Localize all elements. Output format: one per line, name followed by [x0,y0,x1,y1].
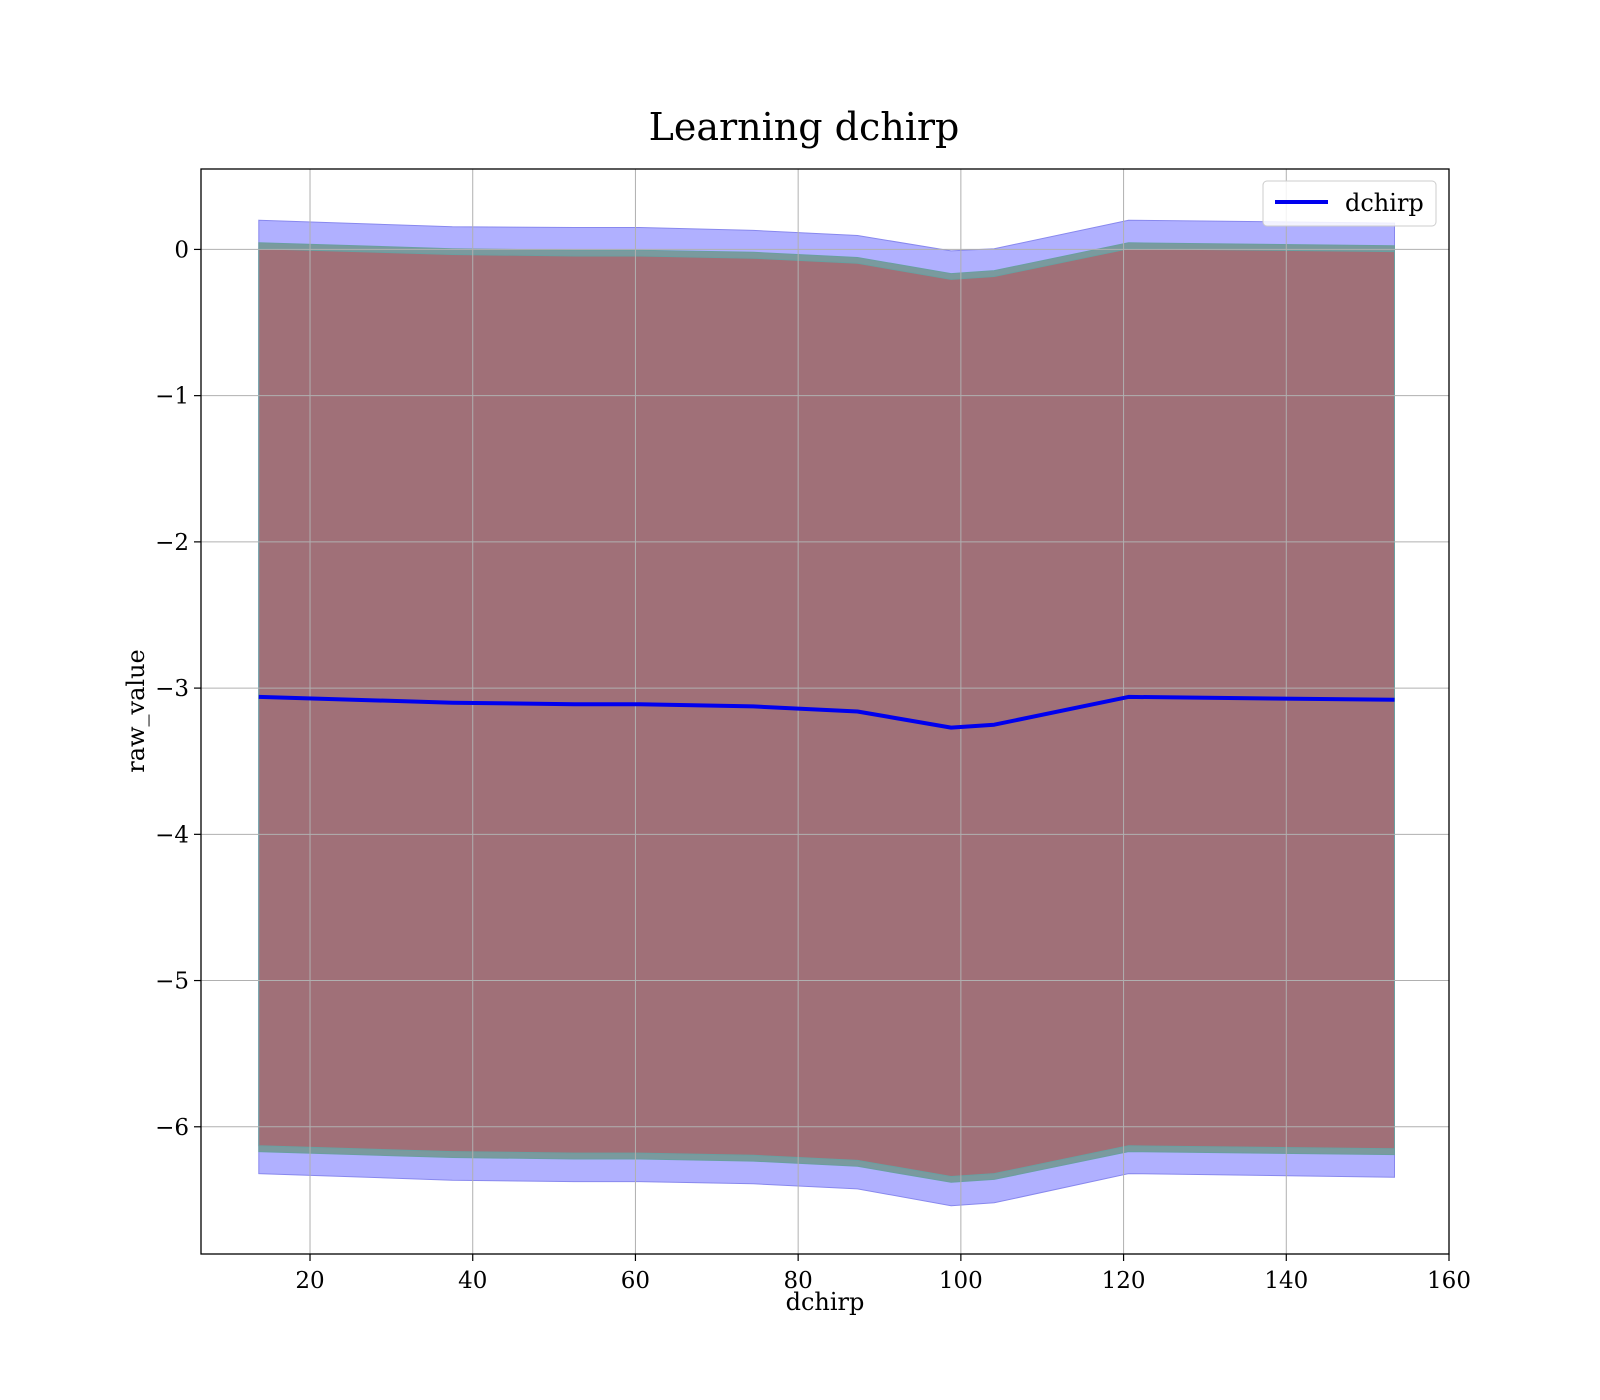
band-inner [258,248,1395,1178]
series-lines [258,694,1395,730]
y-tick-label: −4 [155,822,189,848]
x-axis-ticks: 20 40 60 80 100 120 140 160 [295,1254,1471,1294]
x-axis-label: dchirp [786,1288,865,1316]
confidence-bands [258,219,1395,1207]
x-tick-label: 80 [784,1268,813,1294]
x-tick-label: 40 [458,1268,487,1294]
y-tick-label: −6 [155,1115,189,1141]
x-tick-label: 60 [621,1268,650,1294]
legend: dchirp [1262,180,1437,227]
x-tick-label: 100 [939,1268,983,1294]
y-tick-label: 0 [174,237,189,263]
y-tick-label: −1 [155,384,189,410]
x-tick-label: 140 [1264,1268,1308,1294]
x-tick-label: 160 [1427,1268,1471,1294]
x-tick-label: 120 [1102,1268,1146,1294]
chart-title: Learning dchirp [649,105,960,149]
y-tick-label: −2 [155,530,189,556]
series-line-dchirp [258,694,1395,730]
y-axis-label: raw_value [122,649,150,773]
y-tick-label: −3 [155,676,189,702]
gridlines [201,169,1450,1254]
y-axis-ticks: 0 −1 −2 −3 −4 −5 −6 [155,237,201,1141]
x-tick-label: 20 [295,1268,324,1294]
legend-label-dchirp: dchirp [1345,189,1424,217]
y-tick-label: −5 [155,969,189,995]
plot-frame [200,168,1450,1255]
legend-box [1262,180,1437,227]
